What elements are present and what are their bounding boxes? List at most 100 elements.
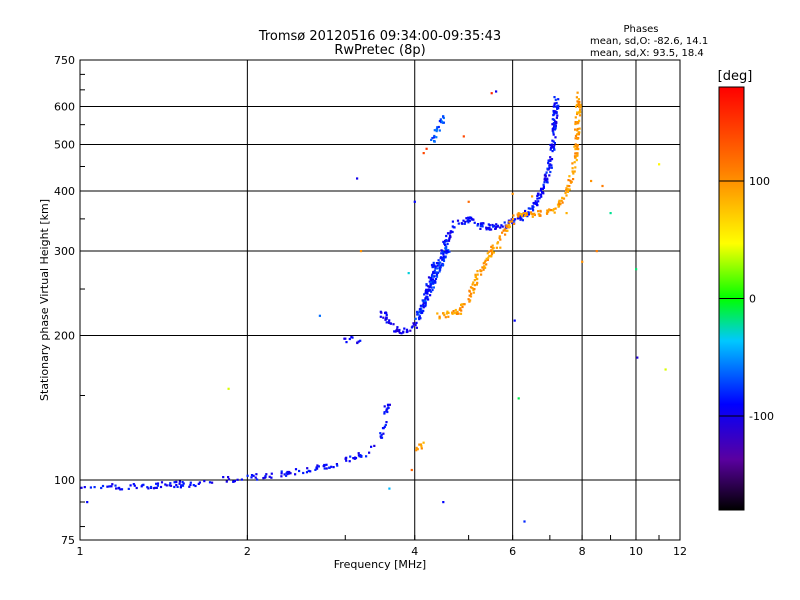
o-mode-point bbox=[384, 317, 387, 321]
x-mode-point bbox=[574, 105, 578, 108]
o-mode-point bbox=[114, 484, 117, 487]
o-mode-point bbox=[263, 476, 266, 479]
x-mode-point bbox=[579, 103, 582, 106]
o-mode-point bbox=[551, 150, 554, 153]
x-mode-point bbox=[576, 147, 579, 150]
outlier-point bbox=[664, 368, 667, 371]
x-mode-point bbox=[469, 299, 472, 302]
o-mode-point bbox=[280, 475, 283, 478]
x-mode-point bbox=[502, 229, 505, 232]
o-mode-point bbox=[414, 324, 417, 327]
colorbar-ticks: 100 0 -100 bbox=[719, 175, 774, 423]
x-mode-point bbox=[576, 100, 579, 103]
x-mode-point bbox=[522, 212, 525, 215]
o-mode-point bbox=[198, 481, 201, 484]
x-mode-point bbox=[512, 222, 516, 225]
o-mode-point bbox=[432, 261, 435, 264]
o-mode-point bbox=[388, 321, 391, 324]
o-mode-point bbox=[403, 327, 406, 330]
o-mode-point bbox=[262, 477, 265, 480]
x-tick-label: 10 bbox=[629, 545, 643, 558]
o-mode-point bbox=[442, 263, 445, 266]
o-mode-point bbox=[432, 275, 435, 278]
o-mode-point bbox=[406, 330, 409, 333]
x-mode-point bbox=[496, 241, 500, 244]
o-mode-point bbox=[443, 251, 446, 254]
o-mode-point bbox=[476, 223, 480, 226]
o-mode-point bbox=[552, 109, 555, 113]
o-mode-point bbox=[547, 159, 550, 162]
o-mode-point bbox=[553, 111, 556, 114]
o-mode-point bbox=[268, 475, 271, 478]
o-mode-point bbox=[208, 481, 212, 484]
o-mode-point bbox=[527, 207, 530, 210]
o-mode-point bbox=[553, 118, 556, 121]
o-mode-point bbox=[430, 279, 433, 282]
x-mode-point bbox=[471, 287, 474, 290]
o-mode-point bbox=[467, 221, 470, 224]
outlier-point bbox=[658, 163, 661, 166]
o-mode-point bbox=[472, 218, 475, 221]
o-mode-point bbox=[175, 480, 178, 483]
o-mode-point bbox=[424, 297, 427, 300]
o-mode-point bbox=[93, 486, 96, 489]
x-mode-point bbox=[569, 181, 572, 184]
x-mode-point bbox=[510, 220, 514, 223]
x-mode-point bbox=[472, 281, 475, 284]
o-mode-point bbox=[120, 488, 124, 491]
o-mode-point bbox=[147, 487, 150, 490]
x-mode-point bbox=[476, 281, 479, 284]
o-mode-point bbox=[280, 472, 283, 475]
o-mode-point bbox=[460, 222, 463, 225]
o-mode-point bbox=[555, 121, 558, 125]
o-mode-point bbox=[197, 482, 200, 485]
o-mode-point bbox=[428, 289, 431, 292]
o-mode-point bbox=[402, 331, 405, 334]
o-mode-point bbox=[476, 224, 479, 227]
o-mode-point bbox=[544, 179, 547, 182]
o-mode-point bbox=[447, 239, 451, 242]
o-mode-point bbox=[464, 220, 467, 223]
o-mode-point bbox=[80, 486, 83, 489]
o-mode-point bbox=[425, 284, 428, 287]
o-mode-point bbox=[336, 464, 339, 467]
x-mode-point bbox=[576, 127, 579, 131]
o-mode-point bbox=[379, 315, 382, 318]
x-mode-point bbox=[576, 145, 579, 148]
o-mode-point bbox=[463, 222, 466, 225]
o-mode-point bbox=[456, 219, 460, 222]
stats-x-mode: mean, sd,X: 93.5, 18.4 bbox=[590, 48, 704, 59]
o-mode-point bbox=[433, 272, 436, 275]
o-mode-point bbox=[538, 197, 541, 200]
o-mode-point bbox=[343, 337, 346, 340]
o-mode-point bbox=[189, 483, 192, 486]
o-mode-point bbox=[429, 281, 433, 284]
o-mode-point bbox=[398, 328, 401, 332]
o-mode-point bbox=[422, 309, 425, 312]
o-mode-point bbox=[493, 225, 496, 228]
x-mode-point bbox=[557, 205, 560, 208]
o-mode-point bbox=[393, 330, 396, 333]
o-mode-point bbox=[181, 481, 184, 484]
o-mode-point bbox=[542, 185, 545, 188]
x-mode-point bbox=[454, 308, 457, 312]
o-mode-point bbox=[539, 189, 542, 192]
o-mode-point bbox=[554, 110, 557, 113]
outlier-point bbox=[531, 195, 534, 198]
outlier-point bbox=[413, 200, 416, 203]
o-mode-point bbox=[379, 435, 382, 438]
x-mode-point bbox=[574, 148, 577, 151]
x-mode-point bbox=[463, 303, 466, 306]
o-mode-point bbox=[495, 225, 498, 228]
o-mode-point bbox=[417, 316, 421, 319]
o-mode-point bbox=[479, 222, 482, 225]
o-mode-point bbox=[388, 403, 391, 406]
o-mode-point bbox=[385, 409, 388, 412]
o-mode-point bbox=[384, 311, 387, 315]
o-mode-point bbox=[481, 225, 484, 228]
outlier-point bbox=[513, 319, 516, 322]
x-mode-point bbox=[573, 155, 577, 158]
outlier-point bbox=[422, 152, 425, 155]
x-mode-point bbox=[457, 312, 460, 315]
o-mode-point bbox=[383, 411, 386, 414]
